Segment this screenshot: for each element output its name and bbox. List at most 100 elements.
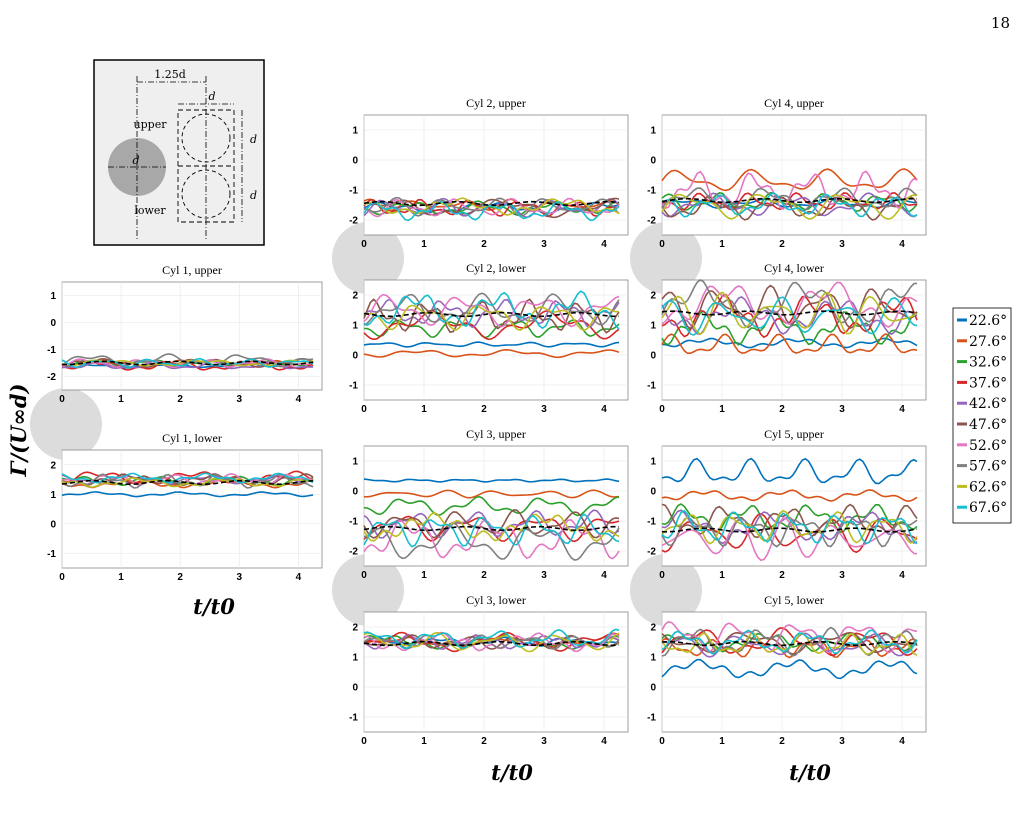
series-line [661, 516, 918, 548]
y-tick-label: -1 [647, 713, 656, 724]
y-tick-label: 0 [352, 487, 358, 498]
panel-title: Cyl 4, lower [764, 261, 824, 275]
series-line [363, 495, 620, 517]
series-line [61, 491, 314, 498]
x-tick-label: 1 [719, 570, 725, 581]
series-line [363, 631, 620, 653]
x-tick-label: 2 [779, 404, 785, 415]
x-tick-label: 4 [601, 404, 607, 415]
x-tick-label: 3 [541, 239, 547, 250]
series-line [363, 348, 620, 359]
x-tick-label: 3 [236, 572, 242, 583]
x-axis-label-col3: t/t0 [789, 760, 831, 785]
inset-schematic: d 1.25d d d d upper lower [93, 59, 265, 246]
series-line [661, 170, 918, 211]
series-line [661, 281, 918, 328]
mean-line [661, 310, 918, 316]
panel-title: Cyl 5, lower [764, 593, 824, 607]
x-tick-label: 1 [719, 736, 725, 747]
y-tick-label: 1 [352, 126, 358, 137]
x-tick-label: 0 [361, 404, 367, 415]
y-tick-label: 2 [352, 623, 358, 634]
chart-panel: 0 1 2 3 4 -1 0 1 2 Cyl 5, lower [647, 593, 927, 747]
y-tick-label: -1 [349, 381, 358, 392]
y-tick-label: 0 [50, 318, 56, 329]
panels: 0 1 2 3 4 -2 -1 0 1 Cyl 1, upper 0 1 2 3 4 -1 0 1 2 Cyl 1, … [47, 96, 927, 747]
x-tick-label: 4 [899, 736, 905, 747]
panel-title: Cyl 3, lower [466, 593, 526, 607]
chart-panel: 0 1 2 3 4 -1 0 1 2 Cyl 3, lower [349, 593, 629, 747]
series-line [661, 629, 918, 655]
series-line [661, 187, 918, 212]
y-tick-label: 2 [650, 623, 656, 634]
series-line [363, 513, 620, 548]
plot-area [363, 279, 629, 401]
x-tick-label: 4 [601, 736, 607, 747]
mean-line [363, 200, 620, 207]
x-tick-label: 1 [719, 239, 725, 250]
x-tick-label: 3 [541, 736, 547, 747]
series-line [363, 309, 620, 341]
x-tick-label: 4 [296, 572, 302, 583]
mean-line [661, 640, 918, 647]
x-tick-label: 4 [601, 570, 607, 581]
series-line [661, 658, 918, 680]
y-tick-label: 1 [650, 321, 656, 332]
series-line [661, 291, 918, 336]
y-tick-label: -2 [647, 547, 656, 558]
x-tick-label: 2 [779, 570, 785, 581]
x-tick-label: 2 [177, 394, 183, 405]
x-tick-label: 3 [839, 239, 845, 250]
legend-entry: 67.6° [969, 500, 1007, 516]
legend: 22.6° 27.6° 32.6° 37.6° 42.6° 47.6° 52.6° 57.6°… [952, 307, 1012, 524]
marker-circle [332, 554, 404, 626]
x-tick-label: 3 [839, 404, 845, 415]
series-line [363, 341, 620, 348]
panel-title: Cyl 1, lower [162, 431, 222, 445]
legend-entry: 32.6° [969, 355, 1007, 371]
y-tick-label: -1 [47, 345, 56, 356]
x-tick-label: 2 [779, 239, 785, 250]
series-line [61, 472, 314, 484]
plot-area [363, 114, 629, 236]
plot-area [661, 114, 927, 236]
series-line [661, 620, 918, 654]
dim-height-upper: d [250, 133, 257, 146]
y-tick-label: 0 [352, 351, 358, 362]
x-tick-label: 3 [541, 570, 547, 581]
legend-entry: 47.6° [969, 417, 1007, 433]
x-tick-label: 0 [361, 570, 367, 581]
y-tick-label: 2 [352, 291, 358, 302]
x-tick-label: 0 [659, 239, 665, 250]
chart-panel: 0 1 2 3 4 -1 0 1 2 Cyl 4, lower [647, 261, 927, 415]
x-axis-label-col1: t/t0 [193, 594, 235, 619]
x-tick-label: 0 [659, 736, 665, 747]
x-tick-label: 0 [659, 404, 665, 415]
mean-line [61, 479, 314, 485]
chart-panel: 0 1 2 3 4 -1 0 1 2 Cyl 1, lower [47, 431, 323, 583]
y-tick-label: 1 [352, 321, 358, 332]
mean-line [363, 640, 620, 647]
x-tick-label: 1 [421, 404, 427, 415]
y-tick-label: 2 [650, 291, 656, 302]
series-line [363, 631, 620, 653]
plot-area [363, 611, 629, 733]
y-tick-label: -1 [647, 517, 656, 528]
y-tick-label: 1 [352, 653, 358, 664]
plot-area [61, 449, 323, 569]
y-tick-label: -1 [647, 186, 656, 197]
y-tick-label: 1 [650, 653, 656, 664]
mean-line [363, 311, 619, 318]
plot-area [61, 281, 323, 391]
x-tick-label: 1 [421, 570, 427, 581]
x-tick-label: 4 [899, 239, 905, 250]
mean-line [661, 527, 918, 533]
x-tick-label: 4 [601, 239, 607, 250]
mean-line [661, 197, 918, 204]
series-line [661, 627, 918, 657]
series-line [363, 298, 620, 334]
y-tick-label: 0 [650, 683, 656, 694]
panel-title: Cyl 4, upper [764, 96, 824, 110]
x-tick-label: 1 [719, 404, 725, 415]
y-tick-label: 0 [650, 351, 656, 362]
